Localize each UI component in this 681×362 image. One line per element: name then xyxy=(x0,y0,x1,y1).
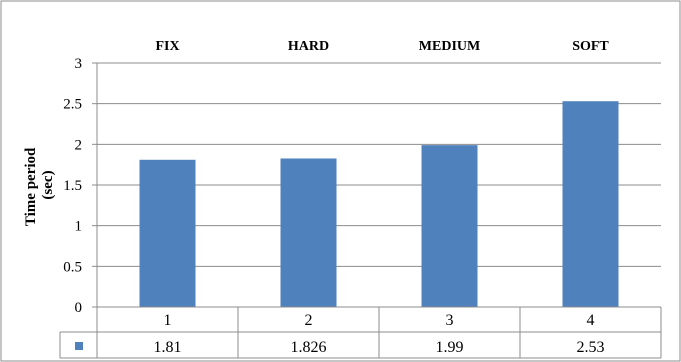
y-tick-labels: 0 0.5 1 1.5 2 2.5 3 xyxy=(63,56,82,316)
data-value-label: 2.53 xyxy=(577,339,605,356)
y-axis-label: Time period (sec) xyxy=(23,144,56,226)
x-value-label: 2 xyxy=(305,312,313,329)
axes xyxy=(92,62,98,308)
y-axis-label-line1: Time period xyxy=(23,147,39,226)
y-tick-label: 3 xyxy=(75,56,83,72)
bar xyxy=(139,159,196,307)
y-axis-label-line2: (sec) xyxy=(40,170,56,199)
category-label: FIX xyxy=(155,39,179,54)
bar xyxy=(280,158,337,307)
y-tick-label: 0.5 xyxy=(63,259,82,275)
x-value-label: 1 xyxy=(164,312,172,329)
category-label: MEDIUM xyxy=(419,39,480,54)
y-tick-label: 2.5 xyxy=(63,97,82,113)
bars xyxy=(139,101,619,307)
category-labels: FIX HARD MEDIUM SOFT xyxy=(155,39,609,54)
y-tick-label: 1.5 xyxy=(63,178,82,194)
data-value-label: 1.826 xyxy=(291,339,327,356)
y-tick-label: 2 xyxy=(75,137,83,153)
x-value-label: 3 xyxy=(446,312,454,329)
category-label: SOFT xyxy=(572,39,609,54)
bar xyxy=(562,101,619,307)
y-tick-label: 0 xyxy=(75,300,83,316)
data-value-label: 1.81 xyxy=(154,339,182,356)
legend-key xyxy=(75,342,83,350)
x-value-label: 4 xyxy=(587,312,595,329)
bar xyxy=(421,145,478,307)
data-table: 1 1.81 2 1.826 3 1.99 4 2.53 xyxy=(59,306,662,359)
category-label: HARD xyxy=(288,39,329,54)
y-tick-label: 1 xyxy=(75,219,83,235)
data-value-label: 1.99 xyxy=(436,339,464,356)
